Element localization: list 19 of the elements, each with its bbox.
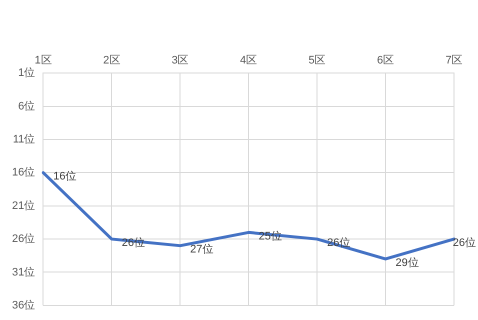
x-tick-label: 7区 <box>445 54 463 67</box>
y-tick-label: 11位 <box>12 134 36 146</box>
data-label: 29位 <box>396 256 419 269</box>
y-tick-label: 31位 <box>12 266 36 278</box>
data-label: 27位 <box>190 244 214 256</box>
x-tick-label: 1区 <box>34 54 52 67</box>
x-tick-label: 2区 <box>103 54 120 67</box>
x-tick-label: 6区 <box>376 54 394 67</box>
y-tick-label: 16位 <box>12 166 36 179</box>
y-tick-label: 1位 <box>18 67 36 80</box>
x-tick-label: 4区 <box>240 54 258 67</box>
x-tick-label: 5区 <box>308 54 326 67</box>
y-tick-label: 21位 <box>12 200 36 212</box>
y-tick-label: 6位 <box>18 100 36 112</box>
data-label: 16位 <box>53 170 76 183</box>
y-tick-label: 36位 <box>12 299 36 312</box>
y-tick-label: 26位 <box>12 233 36 246</box>
x-tick-label: 3区 <box>172 54 189 67</box>
data-label: 26位 <box>452 237 476 250</box>
